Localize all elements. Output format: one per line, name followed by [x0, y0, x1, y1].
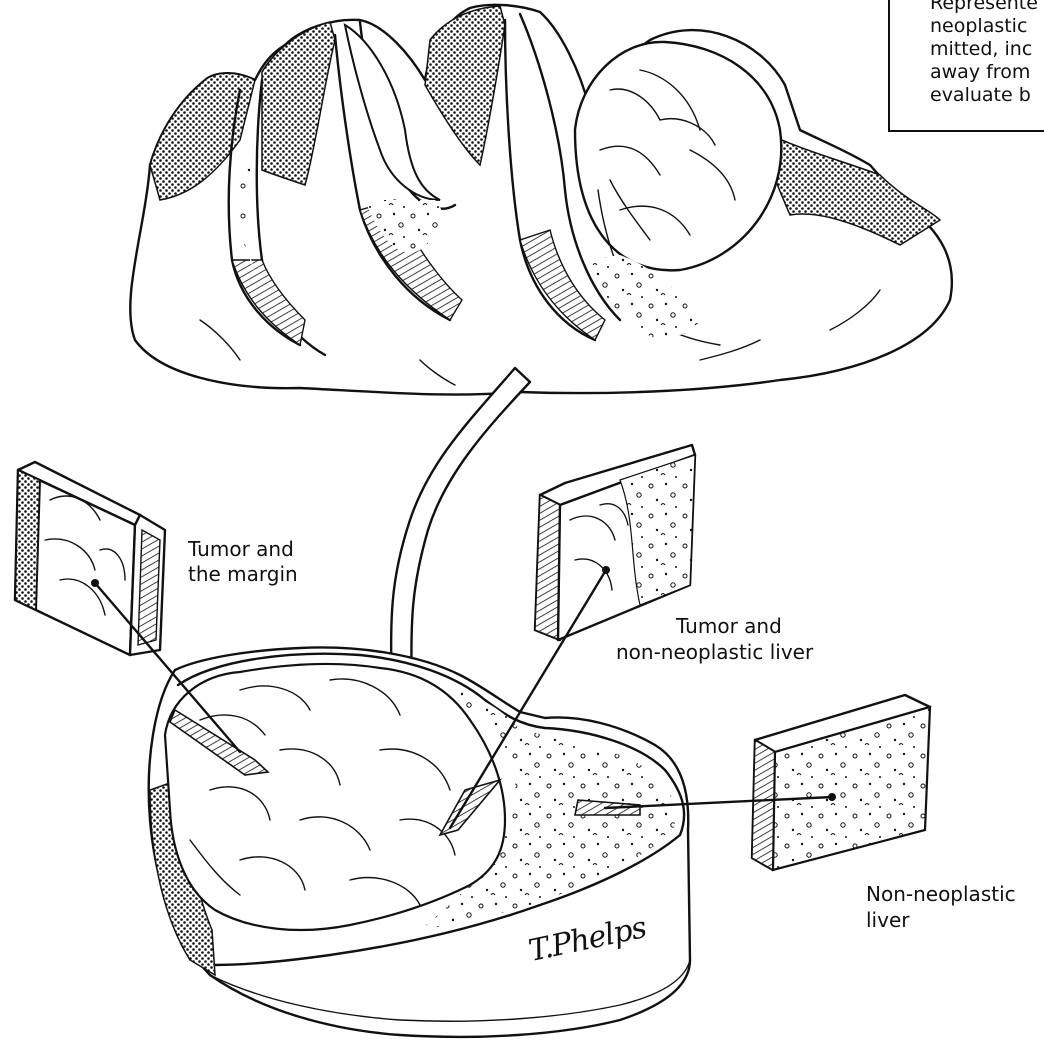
pointer-line-tumor-liver: [448, 568, 608, 830]
label-nonneoplastic-line1: Non-neoplastic: [866, 882, 1016, 906]
pointer-line-nonneoplastic: [603, 795, 834, 810]
tissue-block-icon: [750, 693, 932, 872]
note-line: away from: [930, 61, 1031, 83]
label-tumor-liver-line1: Tumor and: [676, 614, 782, 638]
label-nonneoplastic-line2: liver: [866, 908, 910, 932]
note-box: [888, 0, 1044, 132]
note-line: mitted, inc: [930, 38, 1033, 60]
note-line: evaluate b: [930, 84, 1031, 106]
tissue-block-icon: [13, 460, 167, 657]
note-line: Represente: [930, 0, 1038, 14]
pointer-line-tumor-margin: [93, 581, 242, 754]
label-tumor-margin-line1: Tumor and: [188, 537, 294, 561]
liver-slab-cross-section: [147, 646, 692, 1039]
note-line: neoplastic: [930, 15, 1028, 37]
label-tumor-liver-line2: non-neoplastic liver: [616, 640, 814, 664]
label-tumor-margin-line2: the margin: [188, 562, 298, 586]
sectioned-liver-specimen: [129, 3, 954, 396]
tissue-block-icon: [533, 443, 697, 642]
